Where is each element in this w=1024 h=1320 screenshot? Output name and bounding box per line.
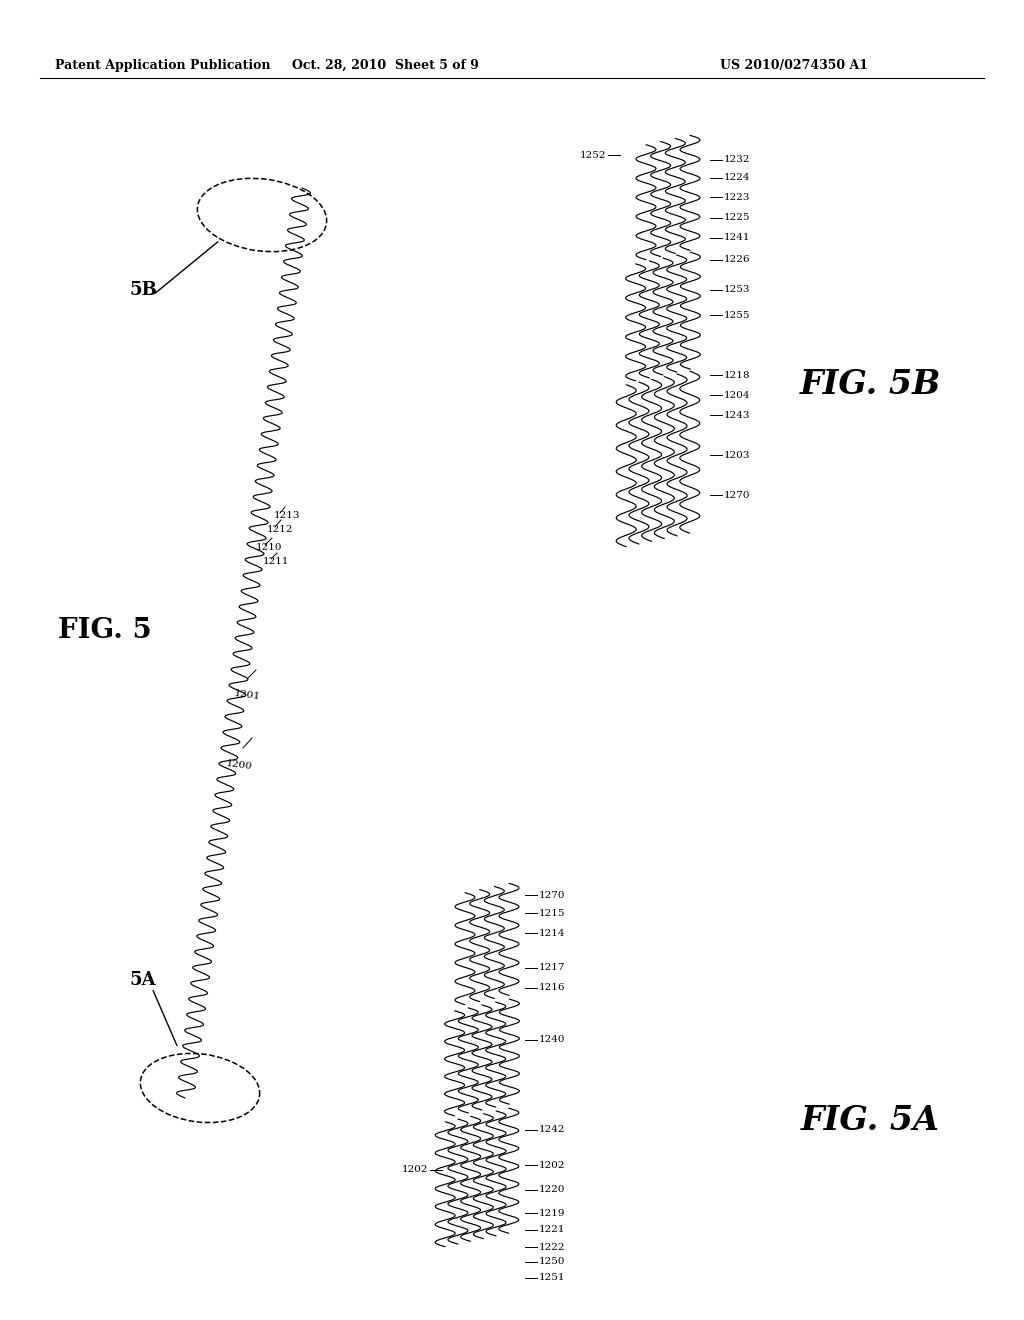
Text: 1203: 1203 <box>724 450 751 459</box>
Text: 1201: 1201 <box>234 689 261 701</box>
Text: 1242: 1242 <box>539 1126 565 1134</box>
Text: 1217: 1217 <box>539 964 565 973</box>
Text: 1241: 1241 <box>724 234 751 243</box>
Text: 1226: 1226 <box>724 256 751 264</box>
Text: Oct. 28, 2010  Sheet 5 of 9: Oct. 28, 2010 Sheet 5 of 9 <box>292 58 478 71</box>
Text: 1202: 1202 <box>401 1166 428 1175</box>
Text: 1243: 1243 <box>724 411 751 420</box>
Text: 5B: 5B <box>129 281 157 300</box>
Text: 1232: 1232 <box>724 156 751 165</box>
Text: 1250: 1250 <box>539 1258 565 1266</box>
Text: US 2010/0274350 A1: US 2010/0274350 A1 <box>720 58 868 71</box>
Text: 1218: 1218 <box>724 371 751 380</box>
Text: 1251: 1251 <box>539 1274 565 1283</box>
Text: Patent Application Publication: Patent Application Publication <box>55 58 270 71</box>
Text: 1213: 1213 <box>274 511 300 520</box>
Text: 1219: 1219 <box>539 1209 565 1217</box>
Text: 1225: 1225 <box>724 214 751 223</box>
Text: 1200: 1200 <box>226 759 253 771</box>
Text: 1221: 1221 <box>539 1225 565 1234</box>
Text: FIG. 5B: FIG. 5B <box>800 368 941 401</box>
Text: 1224: 1224 <box>724 173 751 182</box>
Text: 1216: 1216 <box>539 983 565 993</box>
Text: FIG. 5: FIG. 5 <box>58 616 152 644</box>
Text: 1255: 1255 <box>724 310 751 319</box>
Text: 1212: 1212 <box>267 525 294 535</box>
Text: 1214: 1214 <box>539 928 565 937</box>
Text: 1220: 1220 <box>539 1185 565 1195</box>
Text: 1240: 1240 <box>539 1035 565 1044</box>
Text: 1210: 1210 <box>256 543 283 552</box>
Text: 1202: 1202 <box>539 1160 565 1170</box>
Text: 1215: 1215 <box>539 908 565 917</box>
Text: 1223: 1223 <box>724 193 751 202</box>
Text: 1270: 1270 <box>724 491 751 499</box>
Text: 5A: 5A <box>130 972 157 989</box>
Text: 1204: 1204 <box>724 391 751 400</box>
Text: 1252: 1252 <box>580 150 606 160</box>
Text: FIG. 5A: FIG. 5A <box>801 1104 939 1137</box>
Text: 1222: 1222 <box>539 1242 565 1251</box>
Text: 1211: 1211 <box>263 557 290 566</box>
Text: 1253: 1253 <box>724 285 751 294</box>
Text: 1270: 1270 <box>539 891 565 899</box>
